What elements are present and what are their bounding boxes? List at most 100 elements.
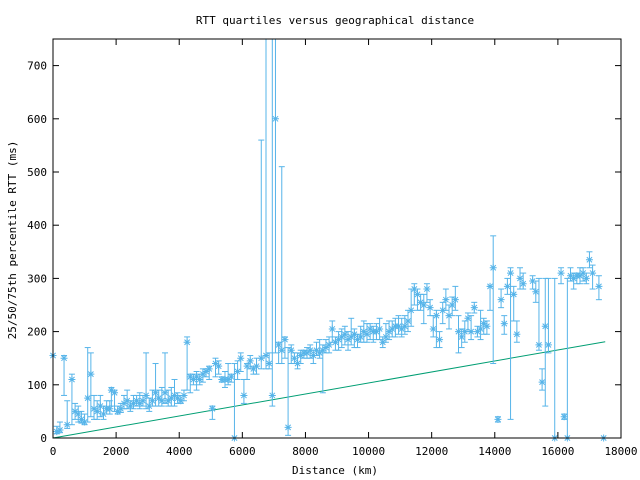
data-point-8 [77, 410, 85, 424]
data-point-10 [84, 347, 92, 423]
data-point-56 [227, 373, 235, 383]
median-marker [93, 407, 101, 415]
median-marker [71, 407, 79, 415]
data-point-61 [243, 362, 251, 380]
chart-title: RTT quartiles versus geographical distan… [196, 14, 474, 27]
median-marker [322, 344, 330, 352]
data-point-20 [114, 405, 122, 415]
data-point-140 [497, 288, 505, 309]
median-marker [99, 410, 107, 418]
data-point-166 [595, 275, 603, 301]
data-point-3 [60, 354, 68, 396]
median-marker [464, 314, 472, 322]
y-axis-label: 25/50/75th percentile RTT (ms) [6, 141, 19, 340]
data-point-142 [503, 277, 511, 295]
data-point-89 [335, 331, 343, 351]
median-marker [177, 397, 185, 405]
median-marker [417, 298, 425, 306]
median-marker [303, 349, 311, 357]
median-marker [240, 391, 248, 399]
median-marker [53, 428, 61, 436]
median-marker [136, 399, 144, 407]
data-point-26 [133, 394, 141, 407]
median-marker [513, 330, 521, 338]
median-marker [335, 336, 343, 344]
data-point-98 [363, 323, 371, 343]
median-marker [68, 375, 76, 383]
median-marker [183, 338, 191, 346]
data-point-165 [589, 264, 597, 290]
median-marker [129, 399, 137, 407]
data-point-49 [205, 365, 213, 380]
data-point-9 [81, 413, 89, 426]
median-marker [319, 346, 327, 354]
median-marker [436, 336, 444, 344]
median-marker [426, 304, 434, 312]
median-marker [379, 338, 387, 346]
median-marker [196, 375, 204, 383]
median-marker [354, 336, 362, 344]
median-marker [290, 354, 298, 362]
data-point-110 [401, 315, 409, 335]
median-marker [483, 322, 491, 330]
median-marker [567, 272, 575, 280]
median-marker [432, 312, 440, 320]
median-marker [347, 333, 355, 341]
data-point-117 [423, 283, 431, 303]
median-marker [442, 296, 450, 304]
y-tick-label: 200 [27, 326, 47, 339]
data-point-94 [350, 328, 358, 349]
median-marker [423, 285, 431, 293]
median-marker [582, 274, 590, 282]
x-tick-label: 8000 [292, 445, 319, 458]
data-point-138 [489, 235, 497, 365]
median-marker [170, 391, 178, 399]
median-marker [158, 397, 166, 405]
data-point-44 [189, 373, 197, 386]
median-marker [120, 399, 128, 407]
median-marker [494, 415, 502, 423]
median-marker [489, 264, 497, 272]
median-marker [398, 325, 406, 333]
data-point-58 [234, 360, 242, 380]
median-marker [458, 333, 466, 341]
median-marker [145, 402, 153, 410]
data-point-99 [366, 323, 374, 341]
median-marker [257, 354, 265, 362]
data-point-133 [473, 325, 481, 338]
data-point-4 [63, 400, 71, 429]
x-tick-label: 10000 [352, 445, 385, 458]
data-point-108 [395, 315, 403, 335]
x-tick-label: 14000 [478, 445, 511, 458]
y-tick-label: 0 [40, 432, 47, 445]
median-marker [63, 421, 71, 429]
median-marker [167, 394, 175, 402]
median-marker [503, 282, 511, 290]
y-tick-label: 300 [27, 272, 47, 285]
median-marker [579, 269, 587, 277]
median-marker [516, 274, 524, 282]
median-marker [114, 407, 122, 415]
median-marker [199, 370, 207, 378]
median-marker [227, 373, 235, 381]
x-tick-label: 4000 [166, 445, 193, 458]
median-marker [205, 365, 213, 373]
median-marker [74, 410, 82, 418]
data-point-141 [500, 315, 508, 335]
data-point-18 [107, 386, 115, 407]
median-marker [341, 330, 349, 338]
median-marker [164, 397, 172, 405]
median-marker [538, 378, 546, 386]
y-tick-label: 700 [27, 60, 47, 73]
data-point-1 [53, 425, 61, 436]
median-marker [294, 360, 302, 368]
median-marker [486, 282, 494, 290]
median-marker [287, 346, 295, 354]
x-axis-label: Distance (km) [292, 464, 378, 477]
y-tick-label: 100 [27, 379, 47, 392]
median-marker [420, 301, 428, 309]
median-marker [148, 397, 156, 405]
median-marker [500, 320, 508, 328]
median-marker [382, 333, 390, 341]
median-marker [284, 423, 292, 431]
